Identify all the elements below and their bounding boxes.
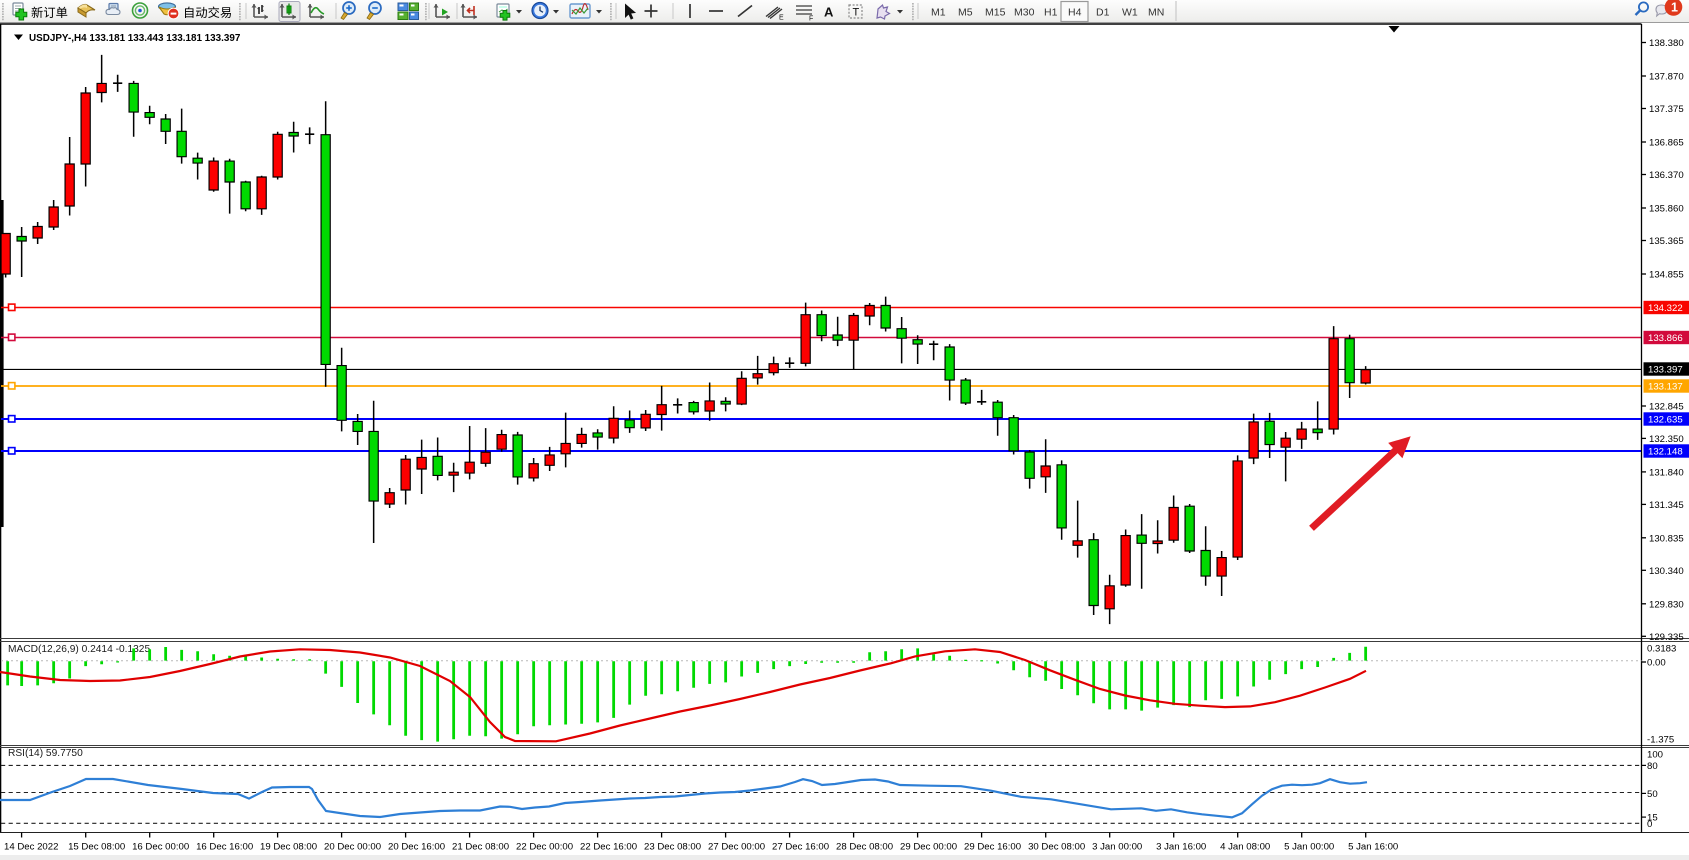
svg-text:RSI(14) 59.7750: RSI(14) 59.7750 xyxy=(8,748,83,759)
svg-text:133.866: 133.866 xyxy=(1648,333,1683,344)
svg-text:20 Dec 16:00: 20 Dec 16:00 xyxy=(388,842,445,853)
svg-text:130.340: 130.340 xyxy=(1649,566,1684,577)
svg-text:3 Jan 00:00: 3 Jan 00:00 xyxy=(1092,842,1142,853)
svg-text:135.365: 135.365 xyxy=(1649,236,1684,247)
svg-text:M5: M5 xyxy=(958,7,973,19)
svg-text:22 Dec 00:00: 22 Dec 00:00 xyxy=(516,842,573,853)
svg-text:D1: D1 xyxy=(1096,7,1110,19)
svg-text:H1: H1 xyxy=(1044,7,1058,19)
svg-text:W1: W1 xyxy=(1122,7,1138,19)
svg-text:M1: M1 xyxy=(931,7,946,19)
svg-text:132.350: 132.350 xyxy=(1649,434,1684,445)
svg-text:MN: MN xyxy=(1148,7,1164,19)
svg-text:21 Dec 08:00: 21 Dec 08:00 xyxy=(452,842,509,853)
svg-text:19 Dec 08:00: 19 Dec 08:00 xyxy=(260,842,317,853)
svg-text:136.865: 136.865 xyxy=(1649,138,1684,149)
svg-text:22 Dec 16:00: 22 Dec 16:00 xyxy=(580,842,637,853)
svg-text:132.148: 132.148 xyxy=(1648,447,1683,458)
svg-text:-1.375: -1.375 xyxy=(1647,735,1674,746)
svg-text:28 Dec 08:00: 28 Dec 08:00 xyxy=(836,842,893,853)
svg-text:29 Dec 16:00: 29 Dec 16:00 xyxy=(964,842,1021,853)
svg-text:E: E xyxy=(779,15,784,22)
svg-text:135.860: 135.860 xyxy=(1649,204,1684,215)
svg-text:129.830: 129.830 xyxy=(1649,599,1684,610)
svg-text:27 Dec 00:00: 27 Dec 00:00 xyxy=(708,842,765,853)
svg-text:M15: M15 xyxy=(985,7,1006,19)
svg-text:3 Jan 16:00: 3 Jan 16:00 xyxy=(1156,842,1206,853)
svg-text:0: 0 xyxy=(1647,819,1652,830)
svg-text:0.3183: 0.3183 xyxy=(1647,644,1676,655)
svg-text:16 Dec 16:00: 16 Dec 16:00 xyxy=(196,842,253,853)
svg-text:MACD(12,26,9) 0.2414 -0.1325: MACD(12,26,9) 0.2414 -0.1325 xyxy=(8,644,150,655)
svg-text:132.635: 132.635 xyxy=(1648,415,1683,426)
svg-text:134.855: 134.855 xyxy=(1649,270,1684,281)
svg-text:USDJPY-,H4 133.181 133.443 13: USDJPY-,H4 133.181 133.443 133.181 133.3… xyxy=(29,33,241,44)
svg-text:M30: M30 xyxy=(1014,7,1035,19)
svg-text:0.00: 0.00 xyxy=(1647,658,1666,669)
svg-text:134.322: 134.322 xyxy=(1648,303,1683,314)
svg-text:30 Dec 08:00: 30 Dec 08:00 xyxy=(1028,842,1085,853)
svg-text:129.335: 129.335 xyxy=(1649,632,1684,643)
svg-text:27 Dec 16:00: 27 Dec 16:00 xyxy=(772,842,829,853)
svg-text:131.840: 131.840 xyxy=(1649,468,1684,479)
svg-text:29 Dec 00:00: 29 Dec 00:00 xyxy=(900,842,957,853)
svg-text:T: T xyxy=(853,7,860,19)
svg-text:16 Dec 00:00: 16 Dec 00:00 xyxy=(132,842,189,853)
svg-text:80: 80 xyxy=(1647,761,1658,772)
svg-text:50: 50 xyxy=(1647,789,1658,800)
svg-text:133.137: 133.137 xyxy=(1648,382,1683,393)
svg-text:100: 100 xyxy=(1647,749,1663,760)
svg-text:131.345: 131.345 xyxy=(1649,500,1684,511)
svg-text:138.380: 138.380 xyxy=(1649,38,1684,49)
svg-text:23 Dec 08:00: 23 Dec 08:00 xyxy=(644,842,701,853)
svg-text:H4: H4 xyxy=(1068,7,1082,19)
svg-text:137.870: 137.870 xyxy=(1649,72,1684,83)
svg-text:136.370: 136.370 xyxy=(1649,170,1684,181)
svg-text:133.397: 133.397 xyxy=(1648,365,1683,376)
svg-text:5 Jan 00:00: 5 Jan 00:00 xyxy=(1284,842,1334,853)
svg-text:5 Jan 16:00: 5 Jan 16:00 xyxy=(1348,842,1398,853)
svg-text:20 Dec 00:00: 20 Dec 00:00 xyxy=(324,842,381,853)
svg-text:4 Jan 08:00: 4 Jan 08:00 xyxy=(1220,842,1270,853)
svg-text:130.835: 130.835 xyxy=(1649,533,1684,544)
svg-text:15: 15 xyxy=(1647,813,1658,824)
svg-text:1: 1 xyxy=(1671,0,1678,14)
svg-text:15 Dec 08:00: 15 Dec 08:00 xyxy=(68,842,125,853)
svg-text:137.375: 137.375 xyxy=(1649,104,1684,115)
svg-text:132.845: 132.845 xyxy=(1649,402,1684,413)
svg-text:A: A xyxy=(824,5,834,20)
svg-text:F: F xyxy=(809,16,813,23)
svg-text:14 Dec 2022: 14 Dec 2022 xyxy=(4,842,58,853)
